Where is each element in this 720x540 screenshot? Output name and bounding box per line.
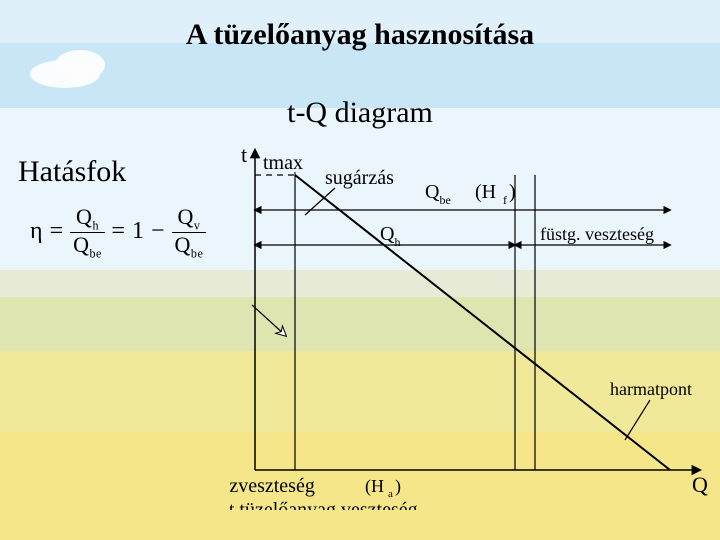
subtitle: t-Q diagram bbox=[0, 96, 720, 130]
svg-text:harmatpont: harmatpont bbox=[610, 379, 692, 399]
svg-text:sugárzás: sugárzás bbox=[325, 167, 394, 189]
svg-text:Qbe: Qbe bbox=[425, 181, 451, 207]
efficiency-formula: η = Qh Qbe = 1 − Qv Qbe bbox=[30, 205, 206, 260]
svg-text:): ) bbox=[509, 181, 516, 203]
svg-text:Q: Q bbox=[692, 472, 708, 497]
cloud-deco bbox=[55, 50, 105, 80]
svg-text:(H: (H bbox=[365, 476, 384, 497]
svg-text:f: f bbox=[503, 193, 507, 207]
svg-text:füstg. veszteség: füstg. veszteség bbox=[540, 224, 654, 244]
page-title: A tüzelőanyag hasznosítása bbox=[0, 18, 720, 52]
tq-diagram: ttmaxsugárzásQbe(Hf)Qhfüstg. veszteségha… bbox=[230, 140, 710, 510]
svg-text:Qv füstgázveszteség: Qv füstgázveszteség bbox=[230, 475, 315, 501]
left-label: Hatásfok bbox=[18, 155, 126, 189]
svg-text:): ) bbox=[395, 476, 401, 497]
svg-text:tmax: tmax bbox=[263, 152, 303, 174]
svg-text:t: t bbox=[241, 142, 247, 167]
svg-text:- el nem égett tüzelőanyag ves: - el nem égett tüzelőanyag veszteség bbox=[230, 499, 418, 510]
svg-text:(H: (H bbox=[475, 181, 496, 203]
